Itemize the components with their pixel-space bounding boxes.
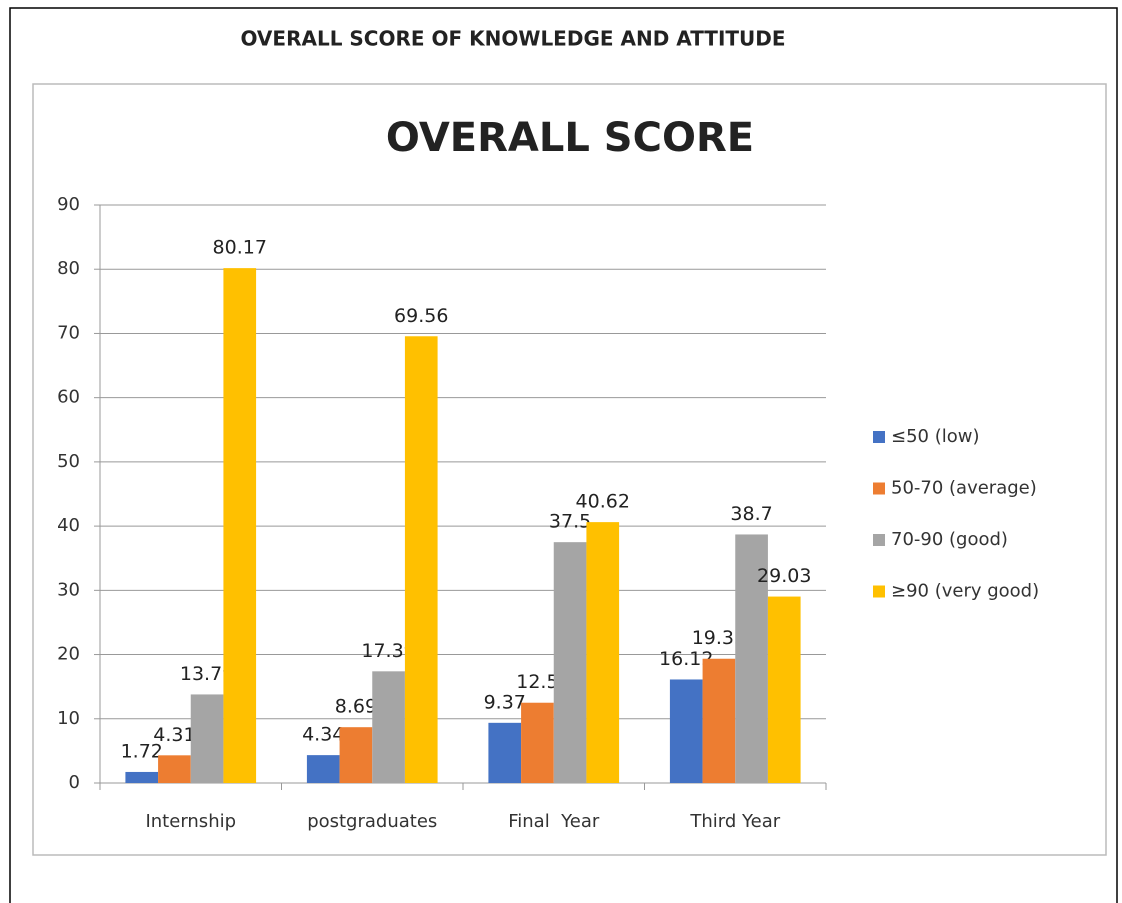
y-tick-label: 80 [57,258,80,279]
chart-title: OVERALL SCORE [386,115,754,161]
bar [521,702,554,783]
y-tick-label: 10 [57,708,80,729]
data-label: 13.79 [180,663,234,685]
y-tick-label: 50 [57,451,80,472]
bar [553,542,587,783]
bar [767,596,801,783]
data-label: 19.35 [692,627,746,649]
data-label: 80.17 [213,237,267,259]
page-frame [9,7,1118,903]
data-label: 4.34 [302,724,344,746]
y-tick-label: 60 [57,387,80,408]
legend-label: 70-90 (good) [891,529,1008,550]
legend-label: 50-70 (average) [891,478,1037,499]
y-tick-label: 30 [57,579,80,600]
legend-swatch [873,431,885,443]
bar [223,268,257,783]
data-label: 4.31 [153,724,195,746]
y-tick-label: 90 [57,194,80,215]
x-tick-label: Third Year [689,811,780,832]
legend-label: ≤50 (low) [891,426,980,447]
data-label: 9.37 [484,691,526,713]
bar [735,534,768,783]
figure-title: OVERALL SCORE OF KNOWLEDGE AND ATTITUDE [240,27,785,51]
x-tick-label: postgraduates [307,811,437,832]
bar [586,522,620,783]
data-label: 69.56 [394,305,448,327]
bar [125,771,159,783]
x-tick-label: Final Year [508,811,600,832]
bar [158,755,191,783]
bar [372,671,405,783]
legend-swatch [873,585,885,598]
data-label: 12.5 [516,671,558,693]
data-label: 40.62 [576,491,630,513]
data-label: 8.69 [335,696,377,718]
data-label: 37.5 [549,511,591,533]
y-tick-label: 70 [57,322,80,343]
data-label: 1.72 [121,740,163,762]
x-tick-label: Internship [145,811,236,832]
y-tick-label: 0 [69,772,80,793]
legend-swatch [873,482,885,495]
bar [488,722,522,783]
bar [190,694,224,783]
legend-label: ≥90 (very good) [891,581,1039,602]
data-label: 16.12 [659,648,713,670]
y-tick-label: 20 [57,644,80,665]
bar [702,658,736,783]
bar [306,755,340,783]
bar [339,727,373,783]
y-tick-label: 40 [57,515,80,536]
legend-swatch [873,534,885,546]
data-label: 29.03 [757,565,811,587]
bar [404,336,438,783]
data-label: 38.7 [730,503,772,525]
bar [669,679,703,783]
data-label: 17.39 [361,640,415,662]
